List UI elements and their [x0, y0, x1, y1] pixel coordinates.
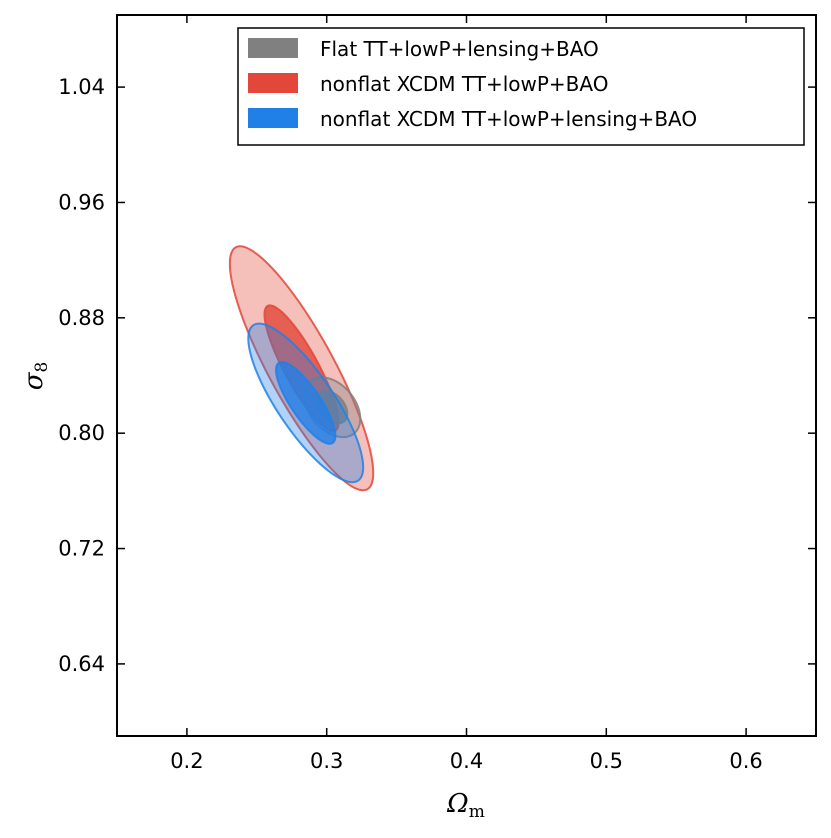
legend-swatch-flat: [248, 38, 298, 58]
x-axis-title-subscript: m: [469, 802, 485, 822]
x-axis-title-symbol: Ω: [446, 789, 469, 819]
legend-entry-flat: Flat TT+lowP+lensing+BAO: [248, 37, 599, 61]
y-tick-label: 0.80: [58, 421, 105, 445]
legend-label-flat: Flat TT+lowP+lensing+BAO: [320, 37, 599, 61]
x-tick-label: 0.3: [310, 749, 343, 773]
tick-layer: 0.2 0.3 0.4 0.5 0.6 0.64 0.72 0.80 0.88 0.96 1.04: [58, 15, 816, 773]
y-tick-label: 0.96: [58, 190, 105, 214]
y-axis-title-subscript: 8: [32, 362, 52, 373]
plot-frame: [116, 14, 817, 737]
y-axis-title: σ8: [19, 362, 52, 391]
x-axis-title: Ωm: [446, 789, 485, 822]
y-tick-label: 0.72: [58, 537, 105, 561]
legend-swatch-xcdm-nolensing: [248, 73, 298, 93]
legend-swatch-xcdm-lensing: [248, 108, 298, 128]
y-tick-label: 0.64: [58, 652, 105, 676]
y-axis-title-symbol: σ: [19, 371, 49, 390]
legend: Flat TT+lowP+lensing+BAO nonflat XCDM TT…: [237, 27, 805, 146]
contour-layer: [228, 245, 375, 492]
legend-entry-xcdm-nolensing: nonflat XCDM TT+lowP+BAO: [248, 72, 608, 96]
y-tick-label: 0.88: [58, 306, 105, 330]
x-tick-label: 0.6: [729, 749, 762, 773]
x-tick-label: 0.2: [170, 749, 203, 773]
legend-box: [237, 27, 805, 146]
x-tick-label: 0.4: [450, 749, 483, 773]
legend-label-xcdm-nolensing: nonflat XCDM TT+lowP+BAO: [320, 72, 608, 96]
y-tick-label: 1.04: [58, 75, 105, 99]
contour-1sigma-series-2: [275, 361, 337, 445]
series-2-contours: [247, 322, 365, 484]
legend-entry-xcdm-lensing: nonflat XCDM TT+lowP+lensing+BAO: [248, 107, 697, 131]
x-tick-label: 0.5: [590, 749, 623, 773]
legend-label-xcdm-lensing: nonflat XCDM TT+lowP+lensing+BAO: [320, 107, 697, 131]
